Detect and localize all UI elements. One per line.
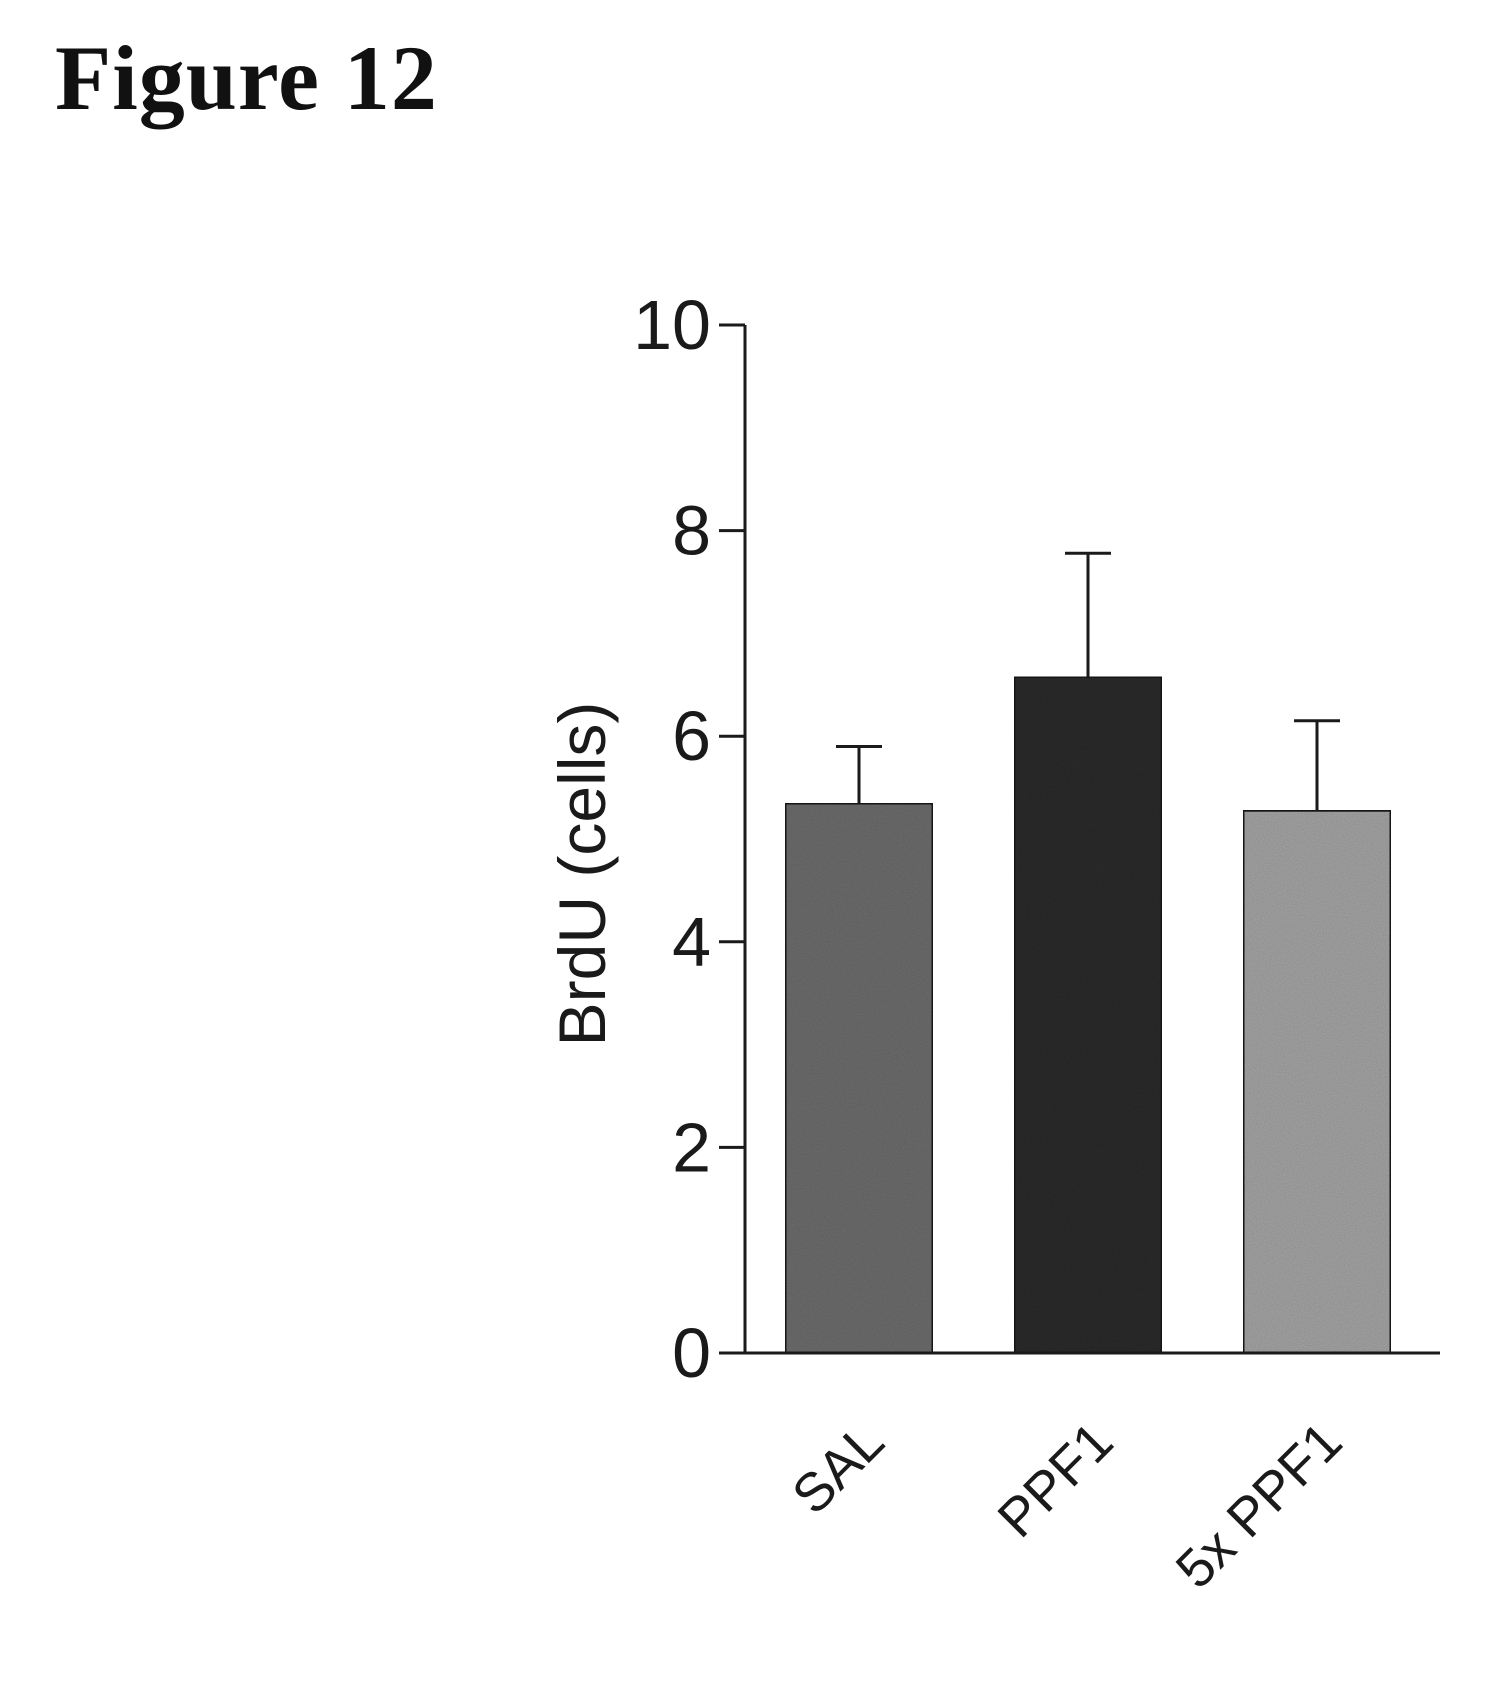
bar-sal bbox=[785, 803, 933, 1353]
labels-layer: SAL PPF1 5x PPF1 0 2 4 6 8 10 BrdU (cells) bbox=[545, 286, 1353, 1600]
bars-layer bbox=[785, 677, 1391, 1353]
category-label: SAL bbox=[781, 1411, 896, 1526]
y-tick-label: 4 bbox=[672, 903, 711, 981]
category-label: 5x PPF1 bbox=[1165, 1411, 1354, 1600]
y-tick-label: 6 bbox=[672, 697, 711, 775]
y-tick-label: 2 bbox=[672, 1108, 711, 1186]
y-axis-title: BrdU (cells) bbox=[545, 702, 619, 1047]
y-tick-label: 0 bbox=[672, 1314, 711, 1392]
bar-ppf1 bbox=[1014, 677, 1162, 1353]
y-tick-label: 8 bbox=[672, 492, 711, 570]
category-label: PPF1 bbox=[987, 1411, 1125, 1549]
bar-5x-ppf1 bbox=[1243, 810, 1391, 1353]
y-tick-label: 10 bbox=[633, 286, 711, 364]
